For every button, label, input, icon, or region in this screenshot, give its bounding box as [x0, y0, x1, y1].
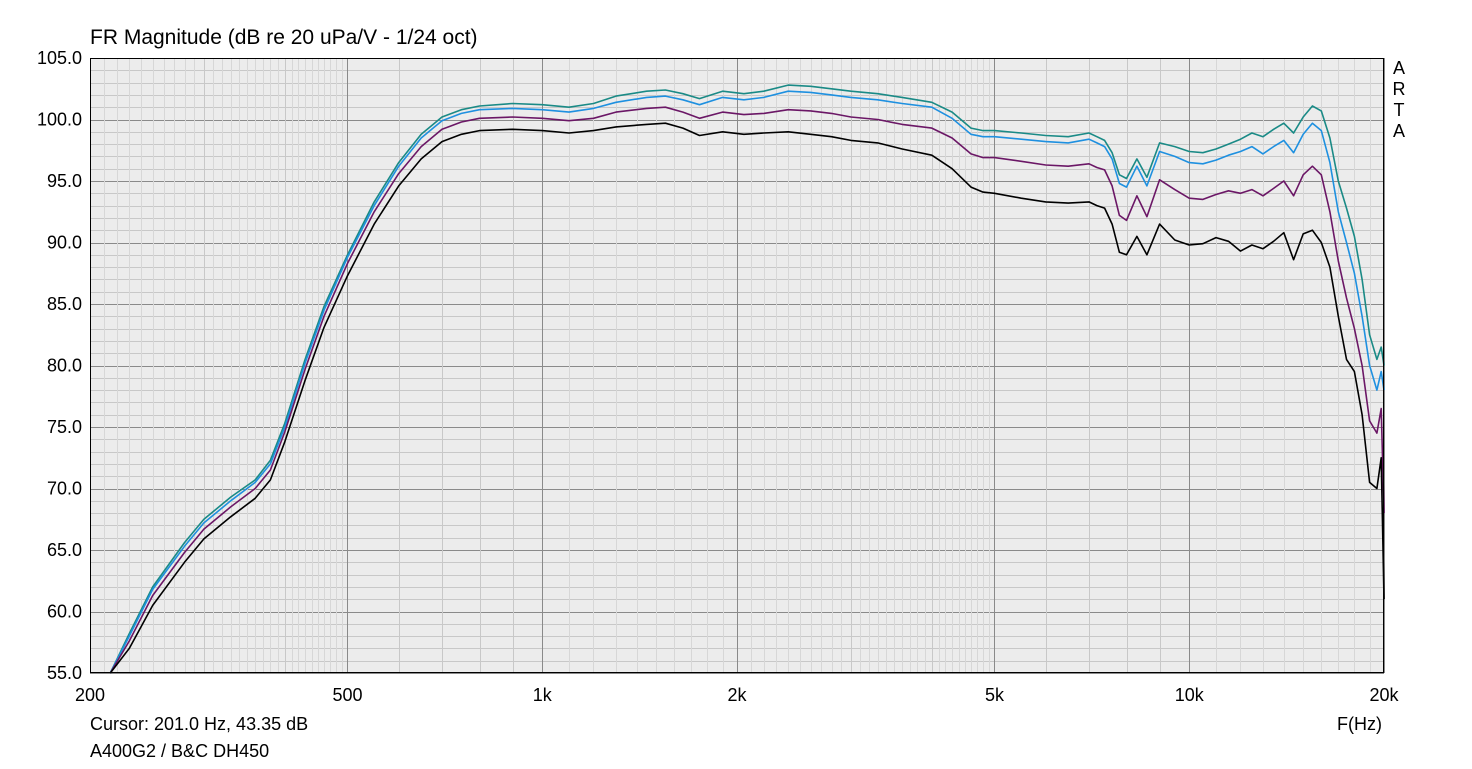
y-tick-label: 80.0: [47, 356, 82, 376]
y-tick-label: 90.0: [47, 233, 82, 253]
x-tick-label: 5k: [985, 685, 1005, 705]
y-tick-label: 55.0: [47, 663, 82, 683]
cursor-readout: Cursor: 201.0 Hz, 43.35 dB: [90, 714, 309, 734]
y-tick-label: 75.0: [47, 417, 82, 437]
y-tick-label: 70.0: [47, 479, 82, 499]
brand-letter: R: [1392, 79, 1406, 99]
plot-frame: [90, 58, 1384, 673]
y-tick-label: 95.0: [47, 171, 82, 191]
series-line-4: [109, 122, 1385, 674]
series-line-2: [109, 90, 1385, 674]
series-line-3: [109, 106, 1385, 674]
y-tick-label: 60.0: [47, 602, 82, 622]
y-tick-label: 65.0: [47, 540, 82, 560]
y-tick-label: 100.0: [37, 110, 82, 130]
brand-letter: A: [1392, 58, 1405, 78]
x-axis-label: F(Hz): [1337, 714, 1382, 734]
series-group: [109, 84, 1385, 674]
brand-letter: A: [1392, 121, 1405, 141]
y-tick-label: 105.0: [37, 48, 82, 68]
x-tick-label: 2k: [727, 685, 747, 705]
x-tick-labels: 200 500 1k 2k 5k 10k 20k: [75, 685, 1400, 705]
chart-title: FR Magnitude (dB re 20 uPa/V - 1/24 oct): [90, 26, 478, 49]
x-tick-label: 500: [332, 685, 362, 705]
brand-letter: T: [1393, 100, 1405, 120]
device-label: A400G2 / B&C DH450: [90, 741, 270, 761]
x-tick-label: 1k: [533, 685, 553, 705]
arta-brand: A R T A: [1388, 58, 1410, 142]
x-tick-label: 10k: [1175, 685, 1205, 705]
x-tick-label: 20k: [1369, 685, 1399, 705]
series-line-1: [109, 84, 1385, 674]
y-tick-labels: 55.0 60.0 65.0 70.0 75.0 80.0 85.0 90.0 95.0 100.…: [37, 48, 82, 683]
y-tick-label: 85.0: [47, 294, 82, 314]
x-tick-label: 200: [75, 685, 105, 705]
